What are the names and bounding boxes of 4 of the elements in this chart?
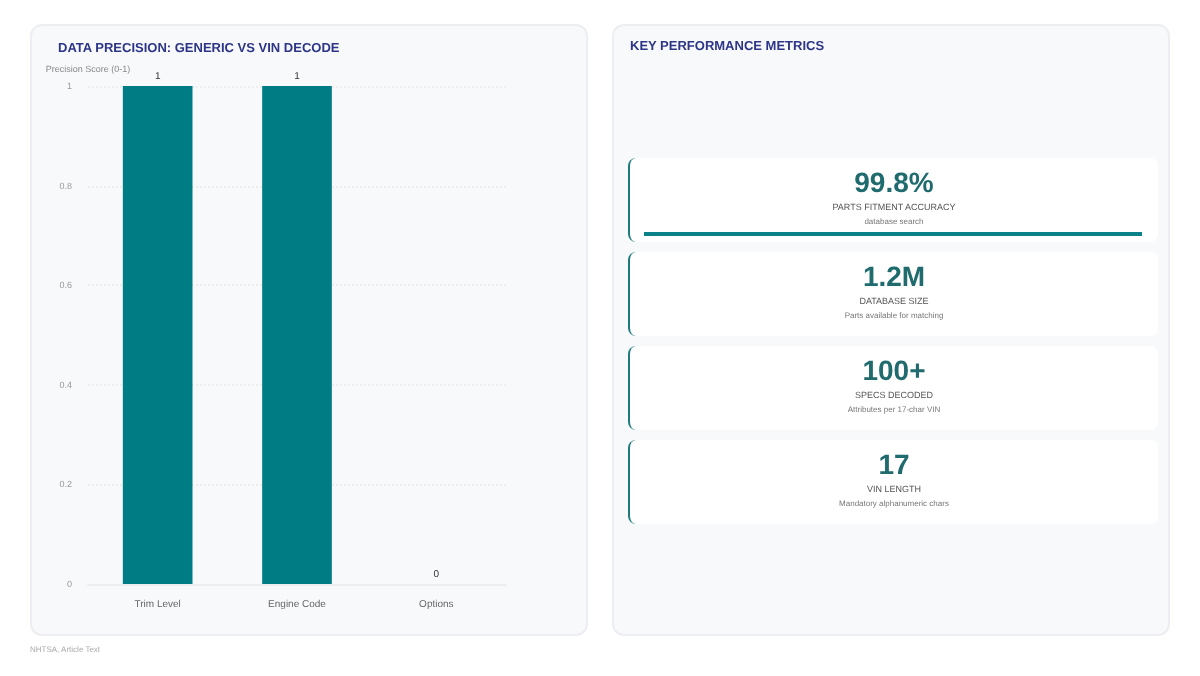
text: 1.2M: [860, 260, 928, 292]
text: 17: [876, 448, 912, 480]
text: 99.8%: [852, 166, 936, 198]
text: 100+: [860, 354, 928, 386]
